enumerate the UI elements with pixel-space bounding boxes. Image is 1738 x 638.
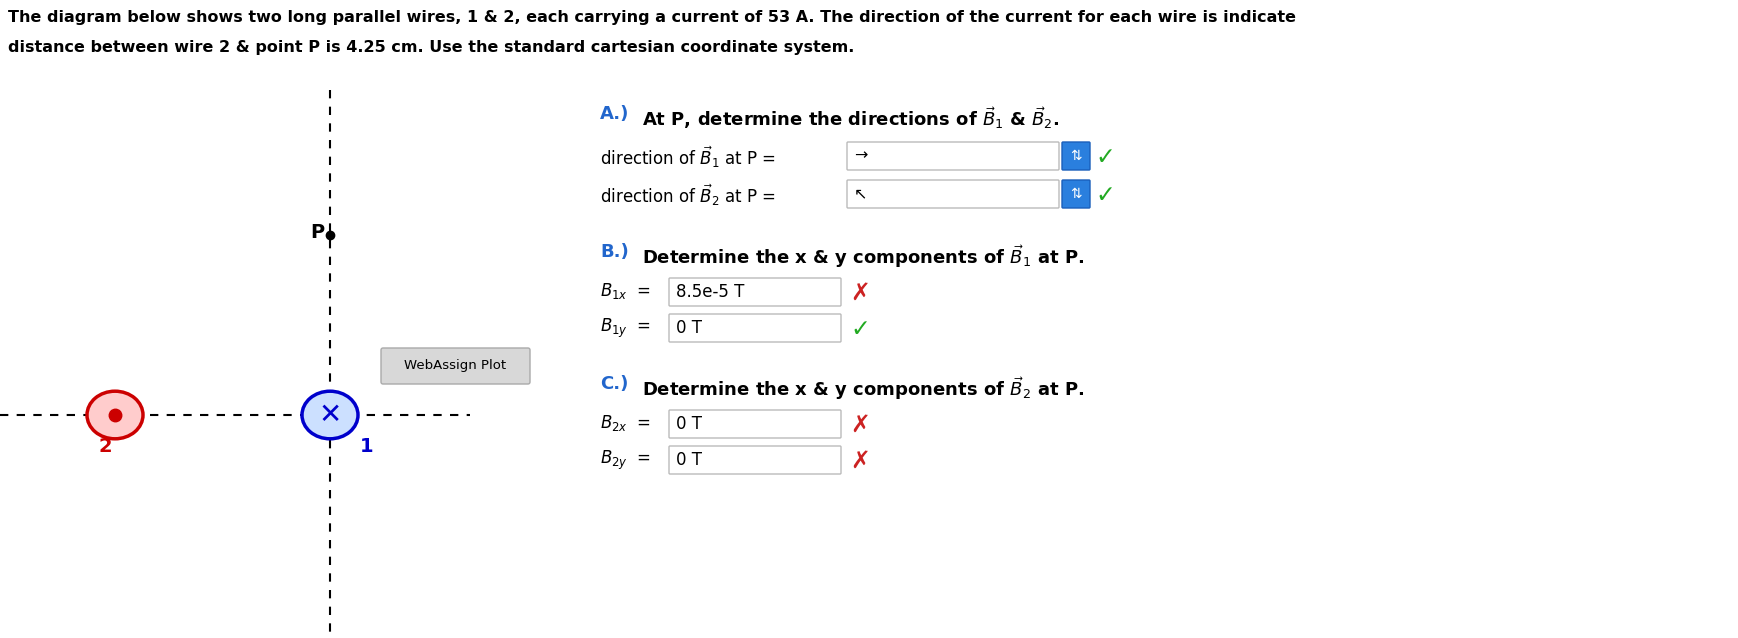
Text: The diagram below shows two long parallel wires, 1 & 2, each carrying a current : The diagram below shows two long paralle… bbox=[9, 10, 1297, 25]
Text: C.): C.) bbox=[600, 375, 629, 393]
FancyBboxPatch shape bbox=[381, 348, 530, 384]
Text: At P, determine the directions of $\vec{B}_1$ & $\vec{B}_2$.: At P, determine the directions of $\vec{… bbox=[641, 105, 1060, 131]
Text: $B_{1x}$  =: $B_{1x}$ = bbox=[600, 281, 652, 301]
Text: ✓: ✓ bbox=[850, 317, 869, 341]
Text: direction of $\vec{B}_1$ at P =: direction of $\vec{B}_1$ at P = bbox=[600, 145, 775, 170]
Text: B.): B.) bbox=[600, 243, 629, 261]
Text: →: → bbox=[853, 149, 867, 163]
Text: $B_{2y}$  =: $B_{2y}$ = bbox=[600, 449, 652, 472]
Text: WebAssign Plot: WebAssign Plot bbox=[405, 359, 506, 373]
Text: ✕: ✕ bbox=[318, 401, 342, 429]
Text: 0 T: 0 T bbox=[676, 415, 702, 433]
FancyBboxPatch shape bbox=[669, 314, 841, 342]
Text: ✗: ✗ bbox=[850, 449, 869, 473]
Text: $B_{1y}$  =: $B_{1y}$ = bbox=[600, 317, 652, 340]
Text: ⇅: ⇅ bbox=[1071, 149, 1081, 163]
FancyBboxPatch shape bbox=[669, 446, 841, 474]
Ellipse shape bbox=[302, 391, 358, 439]
Text: A.): A.) bbox=[600, 105, 629, 123]
Text: ✗: ✗ bbox=[850, 281, 869, 305]
Text: ⇅: ⇅ bbox=[1071, 187, 1081, 201]
Text: distance between wire 2 & point P is 4.25 cm. Use the standard cartesian coordin: distance between wire 2 & point P is 4.2… bbox=[9, 40, 855, 55]
Text: direction of $\vec{B}_2$ at P =: direction of $\vec{B}_2$ at P = bbox=[600, 183, 775, 209]
Text: ↖: ↖ bbox=[853, 186, 867, 202]
FancyBboxPatch shape bbox=[669, 410, 841, 438]
Text: P: P bbox=[309, 223, 323, 242]
Text: 1: 1 bbox=[360, 437, 374, 456]
FancyBboxPatch shape bbox=[1062, 142, 1090, 170]
FancyBboxPatch shape bbox=[1062, 180, 1090, 208]
Text: 0 T: 0 T bbox=[676, 319, 702, 337]
FancyBboxPatch shape bbox=[846, 142, 1058, 170]
Ellipse shape bbox=[87, 391, 143, 439]
Text: 0 T: 0 T bbox=[676, 451, 702, 469]
Text: 8.5e-5 T: 8.5e-5 T bbox=[676, 283, 744, 301]
Text: Determine the x & y components of $\vec{B}_1$ at P.: Determine the x & y components of $\vec{… bbox=[641, 243, 1085, 270]
FancyBboxPatch shape bbox=[846, 180, 1058, 208]
Text: ✓: ✓ bbox=[1095, 183, 1114, 207]
Text: ✓: ✓ bbox=[1095, 145, 1114, 169]
Text: $B_{2x}$  =: $B_{2x}$ = bbox=[600, 413, 652, 433]
Text: Determine the x & y components of $\vec{B}_2$ at P.: Determine the x & y components of $\vec{… bbox=[641, 375, 1085, 402]
FancyBboxPatch shape bbox=[669, 278, 841, 306]
Text: ✗: ✗ bbox=[850, 413, 869, 437]
Text: 2: 2 bbox=[97, 437, 111, 456]
